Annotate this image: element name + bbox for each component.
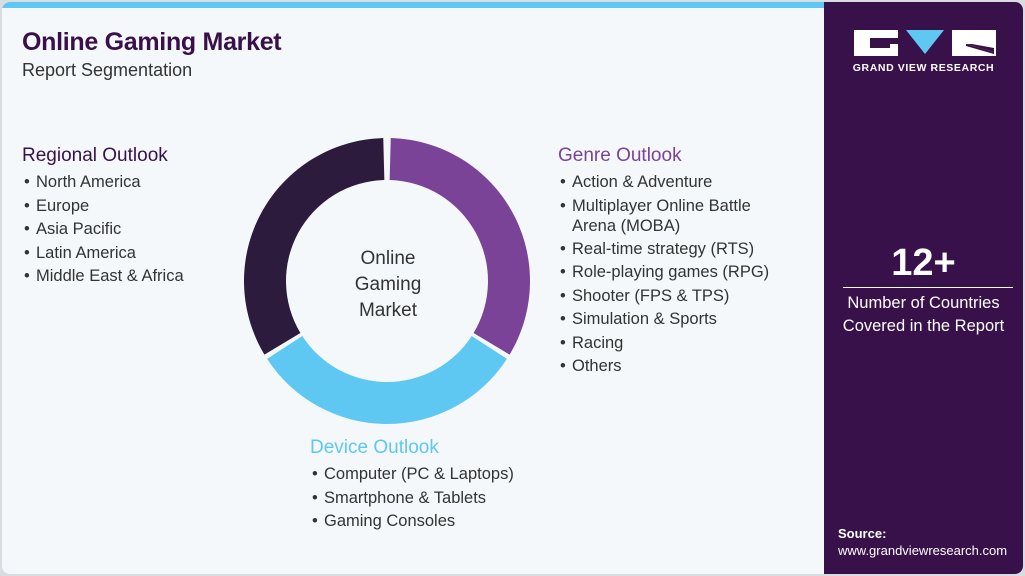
segmentation-donut [244,138,530,424]
list-item: North America [22,171,184,195]
device-title: Device Outlook [310,437,439,458]
donut-segment-device [267,336,507,424]
sidebar-panel: GRAND VIEW RESEARCH 12+ Number of Countr… [824,2,1023,574]
list-item: Middle East & Africa [22,265,184,289]
logo-text: GRAND VIEW RESEARCH [852,62,995,74]
center-line: Online [360,248,416,269]
divider [843,287,1013,288]
device-outlook: Device Outlook Computer (PC & Laptops) S… [310,437,514,534]
list-item: Action & Adventure [558,171,792,195]
accent-bar [2,2,824,8]
list-item: Multiplayer Online Battle Arena (MOBA) [558,196,792,236]
list-item: Others [558,355,792,379]
list-item: Real-time strategy (RTS) [558,238,792,262]
list-item: Computer (PC & Laptops) [310,463,514,487]
regional-outlook: Regional Outlook North America Europe As… [22,145,184,289]
list-item: Europe [22,195,184,219]
list-item: Racing [558,332,792,356]
donut-segment-genre [389,138,530,355]
stat-label-line: Covered in the Report [842,317,1005,335]
list-item: Gaming Consoles [310,510,514,534]
list-item: Smartphone & Tablets [310,487,514,511]
source-label: Source: [838,526,887,541]
stat-label: Number of Countries Covered in the Repor… [824,292,1023,338]
list-item: Asia Pacific [22,218,184,242]
center-line: Gaming [354,274,422,295]
list-item: Role-playing games (RPG) [558,261,792,285]
source-url[interactable]: www.grandviewresearch.com [838,543,1008,558]
stat-value: 12+ [891,242,956,284]
list-item: Latin America [22,242,184,266]
genre-title: Genre Outlook [558,145,682,166]
donut-center-label: Online Gaming Market [308,246,468,324]
donut-segment-regional [244,138,385,355]
list-item: Shooter (FPS & TPS) [558,285,792,309]
regional-title: Regional Outlook [22,145,168,166]
list-item: Simulation & Sports [558,308,792,332]
page-title: Online Gaming Market [22,28,282,56]
page-subtitle: Report Segmentation [22,60,193,80]
grand-view-research-logo [854,30,996,56]
center-line: Market [358,300,418,321]
genre-outlook: Genre Outlook Action & Adventure Multipl… [558,145,792,379]
stat-label-line: Number of Countries [847,294,1000,312]
